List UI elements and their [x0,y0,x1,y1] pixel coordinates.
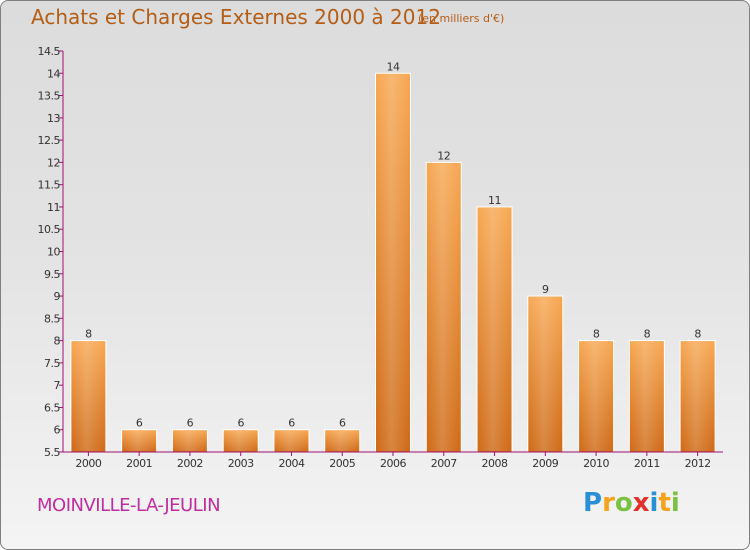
y-tick-label: 13.5 [38,90,61,103]
x-tick-label: 2006 [380,457,406,470]
bar-value-label: 6 [187,417,194,430]
bar-value-label: 6 [339,417,346,430]
x-tick-label: 2012 [685,457,711,470]
bar-value-label: 12 [437,149,450,162]
logo-letter: r [602,488,615,518]
bar-highlight [579,341,613,451]
y-tick-label: 14.5 [38,45,61,58]
bar-value-label: 8 [644,328,651,341]
logo-letter: i [649,488,659,518]
x-tick-label: 2002 [177,457,203,470]
x-tick-label: 2003 [228,457,254,470]
bar-value-label: 8 [593,328,600,341]
y-tick-label: 7.5 [44,357,60,370]
bar-highlight [122,430,156,451]
bar-value-label: 14 [387,60,400,73]
logo-letter: t [658,488,671,518]
y-tick-label: 6 [54,424,61,437]
y-tick-label: 11.5 [38,179,61,192]
bar-highlight [224,430,258,451]
logo-letter: P [583,488,603,518]
x-tick-label: 2005 [329,457,355,470]
proxiti-logo[interactable]: Proxiti [583,488,680,518]
logo-letter: o [614,488,633,518]
bar-value-label: 6 [237,417,244,430]
y-tick-label: 9 [54,290,61,303]
logo-letter: x [632,488,650,518]
y-tick-label: 14 [47,67,60,80]
y-axis: 5.5 6 6.5 7 7.5 8 8.5 9 9.5 10 10.5 11 11.5 12 12.5 13 1… [38,45,64,459]
y-tick-label: 5.5 [44,446,60,459]
bar-value-label: 9 [542,283,549,296]
bar-value-label: 6 [288,417,295,430]
y-tick-label: 12 [47,156,60,169]
bar-highlight [478,207,512,451]
bar-highlight [376,74,410,452]
commune-name: MOINVILLE-LA-JEULIN [37,495,221,516]
bars: 8 6 6 6 6 6 14 12 11 9 8 8 8 [70,60,716,453]
x-tick-label: 2007 [431,457,457,470]
bar-highlight [630,341,664,451]
bar-value-label: 8 [85,328,92,341]
x-tick-label: 2009 [532,457,558,470]
y-tick-label: 10 [47,246,60,259]
x-tick-label: 2008 [482,457,508,470]
bar-highlight [681,341,715,451]
bar-value-label: 11 [488,194,501,207]
y-tick-label: 6.5 [44,401,60,414]
y-tick-label: 10.5 [38,223,61,236]
bar-value-label: 8 [694,328,701,341]
chart-title: Achats et Charges Externes 2000 à 2012 [31,5,441,29]
x-tick-label: 2000 [75,457,101,470]
x-axis: 2000 2001 2002 2003 2004 2005 2006 2007 2008 2009… [63,451,723,470]
y-tick-label: 8 [54,335,61,348]
bar-highlight [71,341,105,451]
bar-highlight [173,430,207,451]
y-tick-label: 12.5 [38,134,61,147]
bar-value-label: 6 [136,417,143,430]
chart-subtitle: (en milliers d'€) [418,12,505,25]
y-tick-label: 9.5 [44,268,60,281]
bar-highlight [528,297,562,451]
bar-highlight [427,163,461,451]
bar-highlight [274,430,308,451]
x-tick-label: 2004 [278,457,304,470]
logo-letter: i [670,488,680,518]
bar-highlight [325,430,359,451]
y-tick-label: 11 [47,201,60,214]
y-tick-label: 7 [54,379,61,392]
x-tick-label: 2001 [126,457,152,470]
y-tick-label: 8.5 [44,312,60,325]
x-tick-label: 2010 [583,457,609,470]
y-tick-label: 13 [47,112,60,125]
x-tick-label: 2011 [634,457,660,470]
